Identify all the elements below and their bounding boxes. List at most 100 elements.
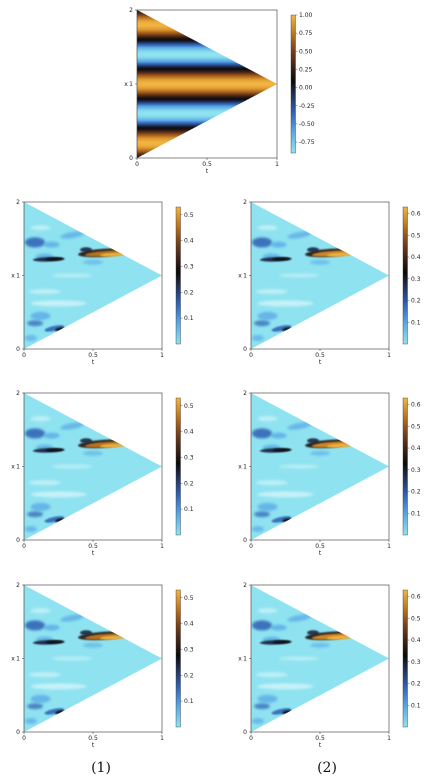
x-tick-label: 0	[22, 352, 26, 359]
field-feature	[30, 608, 51, 614]
heatmap-band	[137, 79, 277, 81]
field-feature	[30, 502, 51, 511]
field-background	[251, 585, 389, 732]
field-feature	[25, 428, 46, 439]
field-feature	[254, 511, 271, 518]
heatmap-band	[137, 76, 277, 79]
heatmap-band	[137, 88, 277, 91]
field-feature	[252, 237, 273, 248]
y-axis-label: x	[124, 81, 128, 88]
heatmap-band	[137, 70, 277, 73]
field-feature	[52, 273, 93, 278]
y-tick-label: 2	[243, 199, 247, 206]
heatmap-band	[137, 148, 277, 150]
colorbar-tick-label: 0.75	[299, 30, 313, 37]
colorbar-tick-label: 0.3	[184, 646, 194, 653]
colorbar-tick-label: 0.1	[411, 510, 421, 517]
field-feature	[279, 656, 320, 661]
field-feature	[272, 257, 291, 261]
field-feature	[28, 289, 61, 295]
y-tick-label: 2	[16, 199, 20, 206]
y-axis-label: x	[238, 656, 242, 663]
field-feature	[24, 334, 37, 341]
x-tick-label: 0.5	[202, 161, 212, 168]
y-axis-label: x	[11, 464, 15, 471]
heatmap-band	[137, 66, 277, 69]
heatmap-band	[137, 67, 277, 70]
field-feature	[257, 311, 278, 320]
y-tick-label: 1	[16, 656, 20, 663]
heatmap-band	[137, 18, 277, 21]
colorbar-tick-label: 0.00	[299, 85, 313, 92]
colorbar-tick-label: 0.4	[411, 637, 421, 644]
heatmap-band	[137, 14, 277, 17]
field-feature	[279, 464, 320, 469]
heatmap-field	[251, 585, 389, 732]
heatmap-band	[137, 150, 277, 153]
colorbar-tick-label: 0.3	[411, 659, 421, 666]
heatmap-band	[137, 102, 277, 105]
heatmap-field	[251, 202, 389, 349]
x-tick-label: 0	[249, 735, 253, 742]
field-feature	[326, 252, 355, 257]
field-feature	[43, 432, 60, 439]
caption-left: (1)	[91, 760, 111, 776]
colorbar-tick-label: 0.1	[184, 315, 194, 322]
field-feature	[83, 450, 103, 456]
heatmap-band	[137, 69, 277, 72]
field-feature	[30, 683, 87, 690]
colorbar-tick-label: 0.1	[411, 702, 421, 709]
y-tick-label: 0	[129, 155, 133, 162]
field-feature	[271, 325, 292, 332]
colorbar-tick-label: 0.4	[184, 238, 194, 245]
x-tick-label: 0	[22, 543, 26, 550]
colorbar-tick-label: 0.5	[411, 423, 421, 430]
heatmap-band	[137, 96, 277, 99]
heatmap-band	[137, 59, 277, 62]
heatmap-band	[137, 97, 277, 100]
heatmap-band	[137, 47, 277, 49]
heatmap-band	[137, 72, 277, 75]
y-tick-label: 0	[16, 729, 20, 736]
colorbar-tick-label: 0.2	[411, 681, 421, 688]
heatmap-band	[137, 107, 277, 110]
heatmap-band	[137, 153, 277, 155]
heatmap-band	[137, 63, 277, 65]
x-tick-label: 0	[135, 161, 139, 168]
field-feature	[307, 438, 320, 444]
heatmap-band	[137, 154, 277, 157]
x-tick-label: 0.5	[88, 735, 98, 742]
colorbar	[402, 397, 408, 536]
heatmap-band	[137, 58, 277, 60]
heatmap-band	[137, 74, 277, 76]
heatmap-band	[137, 17, 277, 20]
heatmap-band	[137, 146, 277, 149]
x-tick-label: 1	[160, 735, 164, 742]
field-background	[251, 202, 389, 349]
field-background	[24, 202, 162, 349]
y-tick-label: 0	[16, 346, 20, 353]
heatmap-band	[137, 53, 277, 55]
colorbar-tick-label: 0.5	[411, 615, 421, 622]
heatmap-band	[137, 71, 277, 74]
field-feature	[257, 502, 278, 511]
field-feature	[310, 450, 330, 456]
heatmap-band	[137, 87, 277, 90]
y-axis-label: x	[11, 273, 15, 280]
field-feature	[45, 640, 64, 644]
colorbar-tick-label: 0.2	[184, 672, 194, 679]
heatmap-band	[137, 113, 277, 116]
field-feature	[99, 443, 128, 448]
heatmap-band	[137, 149, 277, 152]
y-tick-label: 2	[16, 582, 20, 589]
colorbar	[290, 14, 296, 154]
field-feature	[310, 259, 330, 265]
heatmap-band	[137, 80, 277, 83]
field-feature	[83, 259, 103, 265]
heatmap-field	[251, 393, 389, 540]
heatmap-band	[137, 145, 277, 148]
field-feature	[80, 438, 93, 444]
colorbar-tick-label: 0.4	[411, 445, 421, 452]
heatmap-field	[24, 585, 162, 732]
field-feature	[255, 480, 288, 486]
